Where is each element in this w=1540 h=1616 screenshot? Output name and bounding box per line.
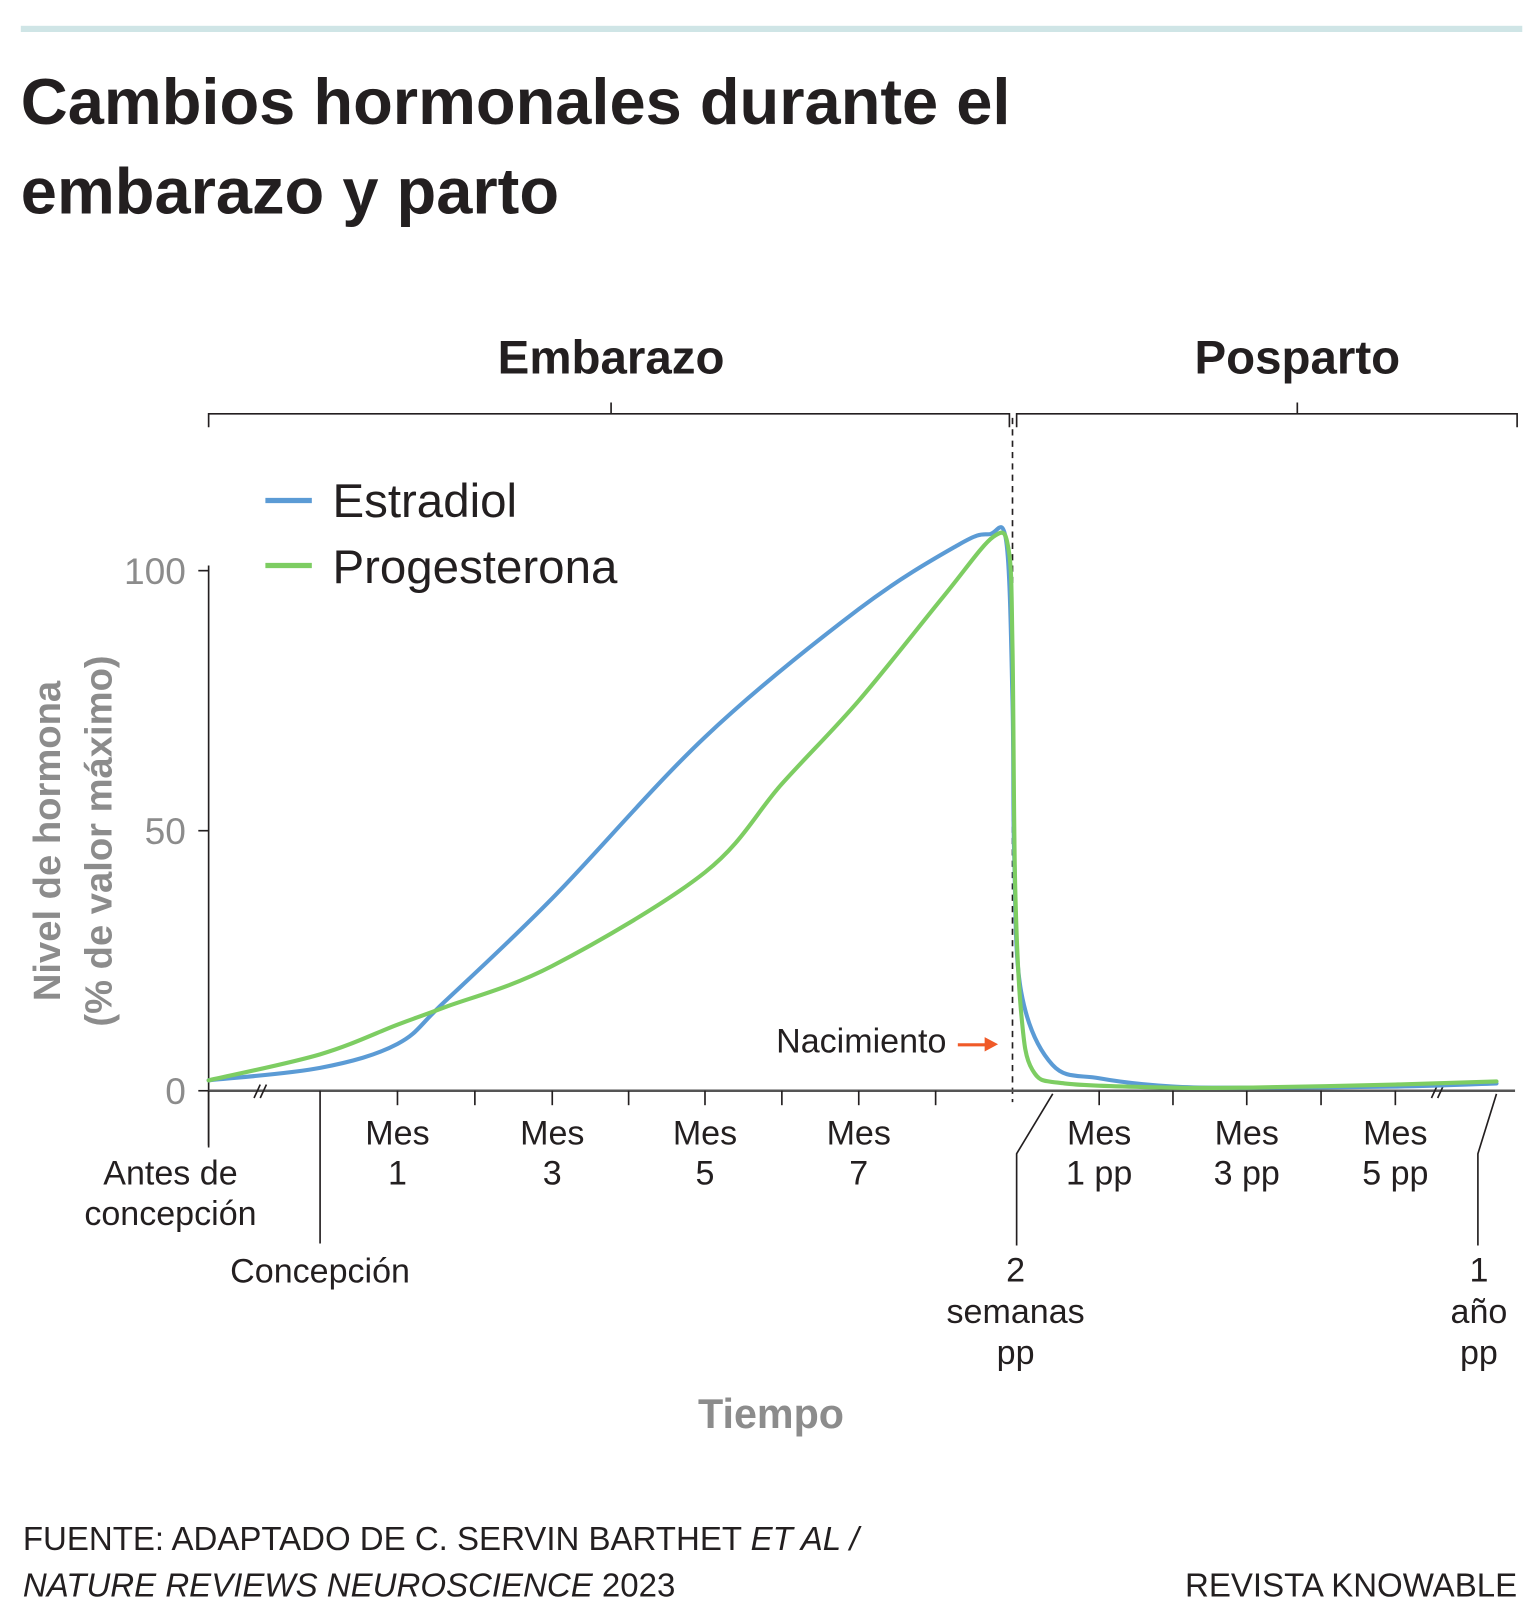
source-line-1: FUENTE: ADAPTADO DE C. SERVIN BARTHET ET…: [23, 1520, 863, 1557]
leader-one-year: [1477, 1093, 1498, 1246]
y-tick-label: 50: [145, 810, 186, 852]
y-tick-label: 0: [165, 1070, 186, 1112]
svg-text:pp: pp: [1460, 1334, 1498, 1372]
svg-text:Mes: Mes: [1067, 1114, 1131, 1152]
section-embarazo: Embarazo: [498, 332, 725, 385]
svg-text:Mes: Mes: [1215, 1114, 1279, 1152]
svg-text:(% de valor máximo): (% de valor máximo): [78, 655, 121, 1026]
svg-text:1: 1: [1469, 1252, 1488, 1290]
xlabel-two-weeks: 2 semanas pp: [947, 1252, 1085, 1373]
y-axis-label: Nivel de hormona (% de valor máximo): [26, 655, 121, 1026]
series-line-estradiol: [206, 525, 1499, 1090]
section-posparto: Posparto: [1194, 332, 1400, 385]
svg-text:pp: pp: [997, 1334, 1035, 1372]
bracket-embarazo: [207, 402, 1011, 428]
svg-text:3 pp: 3 pp: [1214, 1155, 1280, 1193]
series-line-progesterona: [206, 530, 1499, 1091]
source-line-2: NATURE REVIEWS NEUROSCIENCE 2023: [23, 1566, 676, 1603]
svg-text:7: 7: [849, 1155, 868, 1193]
svg-text:1 pp: 1 pp: [1066, 1155, 1132, 1193]
svg-text:5: 5: [696, 1155, 715, 1193]
legend-label-estradiol: Estradiol: [332, 475, 517, 528]
chart-title-line1: Cambios hormonales durante el: [21, 65, 1011, 138]
arrow-right-icon: [957, 1037, 999, 1052]
credit: REVISTA KNOWABLE: [1185, 1566, 1517, 1603]
top-rule: [20, 25, 1523, 32]
svg-text:Mes: Mes: [673, 1114, 737, 1152]
chart-title-line2: embarazo y parto: [21, 155, 559, 228]
svg-text:Mes: Mes: [520, 1114, 584, 1152]
svg-text:Mes: Mes: [365, 1114, 429, 1152]
svg-text:Mes: Mes: [1363, 1114, 1427, 1152]
y-tick-label: 100: [124, 550, 186, 592]
bracket-posparto: [1015, 402, 1518, 428]
svg-text:Antes de: Antes de: [103, 1155, 237, 1193]
svg-text:concepción: concepción: [84, 1195, 256, 1233]
axis-break-left: [253, 1084, 268, 1099]
xlabel-antes: Antes de concepción: [84, 1155, 256, 1233]
svg-text:semanas: semanas: [947, 1293, 1085, 1331]
annotation-nacimiento: Nacimiento: [776, 1023, 946, 1061]
xlabel-concepcion: Concepción: [230, 1253, 410, 1291]
x-axis-title: Tiempo: [698, 1391, 844, 1437]
xlabel-one-year: 1 año pp: [1451, 1252, 1508, 1373]
legend-label-progesterona: Progesterona: [332, 541, 618, 594]
svg-text:año: año: [1451, 1293, 1508, 1331]
leader-two-weeks: [1015, 1093, 1054, 1246]
svg-text:1: 1: [388, 1155, 407, 1193]
svg-text:5 pp: 5 pp: [1362, 1155, 1428, 1193]
svg-text:2: 2: [1006, 1252, 1025, 1290]
svg-text:3: 3: [543, 1155, 562, 1193]
svg-text:Nivel de hormona: Nivel de hormona: [26, 680, 69, 1001]
svg-text:Mes: Mes: [827, 1114, 891, 1152]
